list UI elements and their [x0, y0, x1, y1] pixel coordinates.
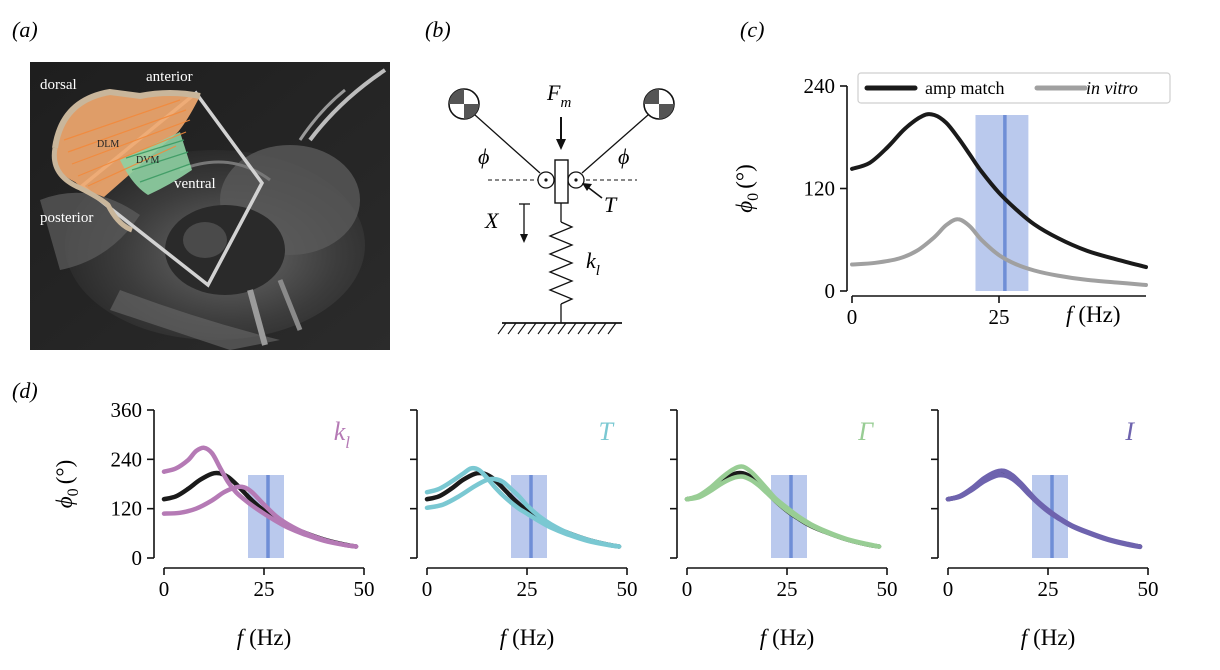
d-kl-y-axis-label: ϕ0(°) — [52, 460, 82, 508]
spring-label: kl — [586, 248, 600, 279]
d-T-x-tick-label: 50 — [617, 577, 638, 601]
chart-d-Gamma: 0 25 50 f (Hz) Γ — [670, 409, 898, 650]
panel-b-label: (b) — [425, 17, 451, 42]
c-frequency-band — [975, 115, 1029, 291]
d-T-parameter-label: T — [599, 417, 615, 446]
chart-c-legend-label: in vitro — [1086, 78, 1138, 98]
d-kl-y-tick-label: 240 — [111, 447, 143, 471]
c-y-tick-label: 120 — [804, 177, 836, 201]
phi-right-label: ϕ — [618, 144, 629, 169]
d-I-x-tick-label: 25 — [1038, 577, 1059, 601]
right-mass-symbol — [643, 88, 675, 120]
thorax-outline — [52, 88, 201, 149]
chart-d-I: 0 25 50 f (Hz) I — [931, 409, 1159, 650]
d-I-x-tick-label: 0 — [943, 577, 954, 601]
chart-d-kl: 0 120 240 360 0 25 50 f (Hz) ϕ0(°) kl — [52, 398, 375, 650]
thorax-block — [554, 159, 569, 204]
right-wing-arm — [581, 114, 649, 174]
c-y-tick-label: 0 — [825, 279, 836, 303]
c-x-axis-label: f (Hz) — [1066, 302, 1121, 327]
d-kl-parameter-label: kl — [334, 417, 351, 452]
panel-b: (b) Fm ϕ ϕ T X — [425, 17, 675, 335]
panel-c-label: (c) — [740, 17, 764, 42]
d-kl-x-tick-label: 0 — [159, 577, 170, 601]
panel-c: (c) 0 120 240 0 25 f (Hz) ϕ0(°) amp match in vitr… — [732, 17, 1171, 329]
c-x-tick-label: 25 — [989, 305, 1010, 329]
force-label: Fm — [546, 80, 571, 111]
label-anterior: anterior — [146, 69, 193, 85]
panel-d-label: (d) — [12, 378, 38, 403]
chart-c-legend-label: amp match — [925, 78, 1004, 98]
d-kl-x-tick-label: 25 — [254, 577, 275, 601]
d-kl-x-tick-label: 50 — [354, 577, 375, 601]
d-T-x-tick-label: 25 — [517, 577, 538, 601]
d-Gamma-parameter-label: Γ — [857, 417, 874, 446]
d-Gamma-x-tick-label: 0 — [682, 577, 693, 601]
spring-coil — [548, 221, 574, 305]
chart-c-legend — [857, 72, 1171, 104]
ground-hatch — [497, 322, 617, 335]
d-Gamma-x-tick-label: 50 — [877, 577, 898, 601]
dvm-muscle-region — [120, 132, 192, 195]
d-Gamma-series-lower — [684, 474, 882, 549]
phi-left-label: ϕ — [478, 144, 489, 169]
label-dvm: DVM — [136, 155, 159, 166]
d-kl-y-tick-label: 0 — [132, 546, 143, 570]
panel-a: (a) — [12, 17, 390, 350]
left-wing-arm — [474, 114, 541, 174]
dvm-fiber-lines — [125, 139, 191, 183]
chart-d-T: 0 25 50 f (Hz) T — [410, 409, 638, 650]
d-Gamma-x-tick-label: 25 — [777, 577, 798, 601]
d-kl-y-tick-label: 120 — [111, 497, 143, 521]
d-I-frequency-band — [1032, 475, 1068, 558]
c-y-tick-label: 240 — [804, 74, 836, 98]
label-ventral: ventral — [174, 176, 216, 192]
label-posterior: posterior — [40, 210, 93, 226]
d-T-x-tick-label: 0 — [422, 577, 433, 601]
c-series-in-vitro — [850, 217, 1148, 287]
displacement-label: X — [484, 208, 500, 233]
d-I-parameter-label: I — [1124, 417, 1135, 446]
chart-c: 0 120 240 0 25 f (Hz) ϕ0(°) amp match in vitro — [732, 72, 1171, 329]
label-dorsal: dorsal — [40, 77, 77, 93]
d-I-x-axis-label: f (Hz) — [1021, 625, 1076, 650]
panel-a-label: (a) — [12, 17, 38, 42]
panel-d: (d) 0 120 240 360 0 25 50 f (Hz) ϕ0(°) kl 0 25 50 f (H… — [12, 378, 1159, 650]
d-kl-series-lower — [161, 484, 359, 549]
d-kl-y-tick-label: 360 — [111, 398, 143, 422]
d-T-x-axis-label: f (Hz) — [500, 625, 555, 650]
left-mass-symbol — [448, 88, 480, 120]
d-T-series-lower — [424, 476, 622, 549]
label-dlm: DLM — [97, 139, 119, 150]
dlm-fiber-lines — [63, 99, 191, 187]
torque-label: T — [604, 192, 618, 217]
d-kl-x-axis-label: f (Hz) — [237, 625, 292, 650]
d-I-series-lower — [945, 472, 1143, 550]
c-series-amp-match — [850, 112, 1148, 270]
d-I-x-tick-label: 50 — [1138, 577, 1159, 601]
c-x-tick-label: 0 — [847, 305, 858, 329]
c-y-axis-label: ϕ0(°) — [732, 164, 762, 212]
d-Gamma-x-axis-label: f (Hz) — [760, 625, 815, 650]
